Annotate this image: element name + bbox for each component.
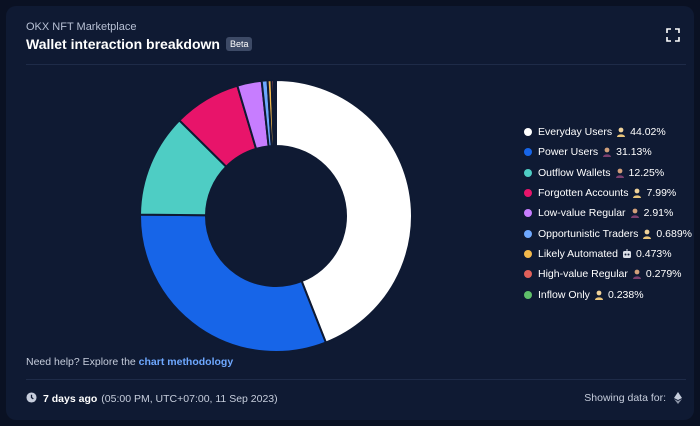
- help-text: Need help? Explore the chart methodology: [26, 356, 233, 368]
- chart-methodology-link[interactable]: chart methodology: [138, 356, 234, 368]
- legend-dot: [524, 229, 532, 238]
- legend-item-forgotten-accounts[interactable]: Forgotten Accounts 7.99%: [524, 183, 692, 203]
- donut-slice-everyday-users[interactable]: [275, 78, 413, 344]
- legend-label: Everyday Users: [538, 126, 613, 139]
- marketplace-subtitle: OKX NFT Marketplace: [26, 21, 137, 33]
- help-prefix: Need help? Explore the: [26, 356, 139, 368]
- person-icon: [642, 229, 652, 239]
- legend-item-inflow-only[interactable]: Inflow Only 0.238%: [524, 284, 692, 304]
- expand-icon[interactable]: [666, 28, 680, 42]
- legend-item-likely-automated[interactable]: Likely Automated 0.473%: [524, 244, 692, 264]
- legend-label: Outflow Wallets: [538, 166, 611, 179]
- person-dark-icon: [630, 208, 640, 219]
- footer-divider: [26, 379, 686, 380]
- legend-dot: [524, 168, 532, 177]
- donut-slice-inflow-only[interactable]: [272, 78, 277, 148]
- legend-dot: [524, 148, 532, 157]
- legend-dot: [524, 290, 532, 299]
- legend-label: Low-value Regular: [538, 207, 626, 220]
- person-dark-icon: [632, 269, 642, 280]
- clock-icon: [26, 392, 37, 406]
- person-dark-icon: [615, 168, 625, 178]
- person-icon: [632, 188, 642, 199]
- person-icon: [616, 127, 626, 138]
- legend-label: Forgotten Accounts: [538, 187, 629, 200]
- legend-item-low-value-regular[interactable]: Low-value Regular 2.91%: [524, 203, 692, 223]
- legend-label: Power Users: [538, 146, 599, 159]
- legend-label: High-value Regular: [538, 268, 628, 281]
- person-icon: [594, 290, 604, 300]
- legend-value: 7.99%: [646, 187, 677, 200]
- legend-item-outflow-wallets[interactable]: Outflow Wallets 12.25%: [524, 163, 692, 183]
- beta-badge: Beta: [225, 37, 253, 51]
- legend-value: 0.473%: [635, 247, 672, 260]
- legend-label: Opportunistic Traders: [538, 227, 639, 240]
- legend-item-opportunistic-traders[interactable]: Opportunistic Traders 0.689%: [524, 223, 692, 243]
- legend-value: 31.13%: [616, 146, 652, 159]
- title-row: Wallet interaction breakdown Beta: [26, 36, 253, 52]
- legend-dot: [524, 128, 532, 137]
- footer-timestamp: 7 days ago (05:00 PM, UTC+07:00, 11 Sep …: [26, 392, 278, 406]
- showing-label: Showing data for:: [584, 392, 666, 404]
- legend-dot: [524, 270, 532, 279]
- donut-chart: [138, 78, 413, 353]
- header-divider: [26, 64, 686, 65]
- legend-dot: [524, 189, 532, 198]
- legend-value: 2.91%: [643, 207, 674, 220]
- chart-card: OKX NFT Marketplace Wallet interaction b…: [6, 6, 694, 420]
- ago-text: 7 days ago: [43, 393, 98, 405]
- chart-title: Wallet interaction breakdown: [26, 36, 220, 52]
- robot-icon: [622, 248, 632, 259]
- ethereum-icon[interactable]: [672, 392, 684, 404]
- legend-value: 0.279%: [645, 268, 682, 281]
- legend-item-everyday-users[interactable]: Everyday Users 44.02%: [524, 122, 692, 142]
- legend-dot: [524, 249, 532, 258]
- legend-value: 44.02%: [630, 126, 666, 139]
- legend-value: 12.25%: [628, 166, 665, 179]
- donut-slice-power-users[interactable]: [139, 213, 328, 353]
- legend-label: Inflow Only: [538, 288, 590, 301]
- legend-dot: [524, 209, 532, 218]
- timestamp-text: (05:00 PM, UTC+07:00, 11 Sep 2023): [101, 393, 278, 405]
- legend-label: Likely Automated: [538, 247, 618, 260]
- person-dark-icon: [602, 147, 612, 158]
- showing-data-for: Showing data for:: [584, 392, 684, 404]
- legend-value: 0.238%: [607, 288, 644, 301]
- legend-item-power-users[interactable]: Power Users 31.13%: [524, 142, 692, 162]
- legend-value: 0.689%: [656, 227, 693, 240]
- chart-legend: Everyday Users 44.02% Power Users 31.13% Out…: [524, 122, 692, 305]
- legend-item-high-value-regular[interactable]: High-value Regular 0.279%: [524, 264, 692, 284]
